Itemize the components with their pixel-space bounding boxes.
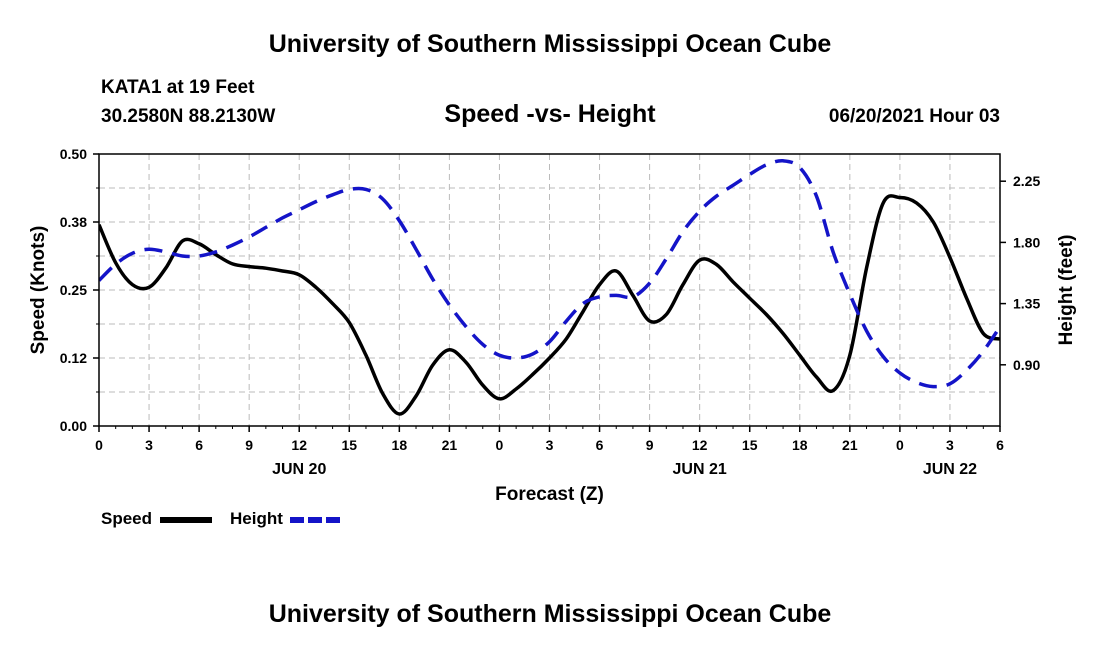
- day-label: JUN 22: [923, 461, 977, 478]
- x-tick-label: 3: [145, 437, 153, 453]
- x-tick-label: 0: [496, 437, 504, 453]
- y-tick-label: 0.25: [60, 282, 87, 298]
- y-tick-label: 0.50: [60, 146, 87, 162]
- x-tick-label: 9: [245, 437, 253, 453]
- footer-title: University of Southern Mississippi Ocean…: [268, 600, 832, 628]
- y-tick-label: 0.38: [60, 214, 87, 230]
- legend-height-label: Height: [230, 509, 283, 528]
- x-axis-title: Forecast (Z): [495, 484, 604, 505]
- y-tick-label: 0.00: [60, 418, 87, 434]
- x-tick-label: 9: [646, 437, 654, 453]
- x-tick-label: 18: [792, 437, 808, 453]
- height-series-line: [99, 158, 1000, 389]
- x-tick-label: 15: [341, 437, 357, 453]
- day-label: JUN 21: [673, 461, 727, 478]
- x-tick-label: 15: [742, 437, 758, 453]
- y2-tick-label: 1.35: [1013, 296, 1040, 312]
- chart-title: Speed -vs- Height: [444, 100, 656, 128]
- page-title: University of Southern Mississippi Ocean…: [268, 30, 832, 58]
- x-tick-label: 6: [596, 437, 604, 453]
- x-tick-label: 21: [842, 437, 858, 453]
- x-tick-label: 3: [946, 437, 954, 453]
- x-tick-label: 12: [692, 437, 708, 453]
- y-axis-title: Speed (Knots): [28, 226, 49, 355]
- speed-series-line: [99, 194, 1000, 416]
- y2-axis-title: Height (feet): [1056, 235, 1077, 346]
- x-tick-label: 0: [896, 437, 904, 453]
- station-coordinates: 30.2580N 88.2130W: [101, 106, 276, 127]
- y-tick-label: 0.12: [60, 350, 87, 366]
- y2-tick-label: 0.90: [1013, 357, 1040, 373]
- x-tick-label: 6: [195, 437, 203, 453]
- x-tick-label: 21: [442, 437, 458, 453]
- station-name: KATA1 at 19 Feet: [101, 77, 255, 98]
- day-label: JUN 20: [272, 461, 326, 478]
- x-tick-label: 12: [291, 437, 307, 453]
- y2-tick-label: 2.25: [1013, 173, 1040, 189]
- legend-speed-label: Speed: [101, 509, 152, 528]
- x-tick-label: 3: [546, 437, 554, 453]
- forecast-datetime: 06/20/2021 Hour 03: [828, 106, 1000, 127]
- x-tick-label: 18: [392, 437, 408, 453]
- y2-tick-label: 1.80: [1013, 234, 1040, 250]
- x-tick-label: 6: [996, 437, 1004, 453]
- x-tick-label: 0: [95, 437, 103, 453]
